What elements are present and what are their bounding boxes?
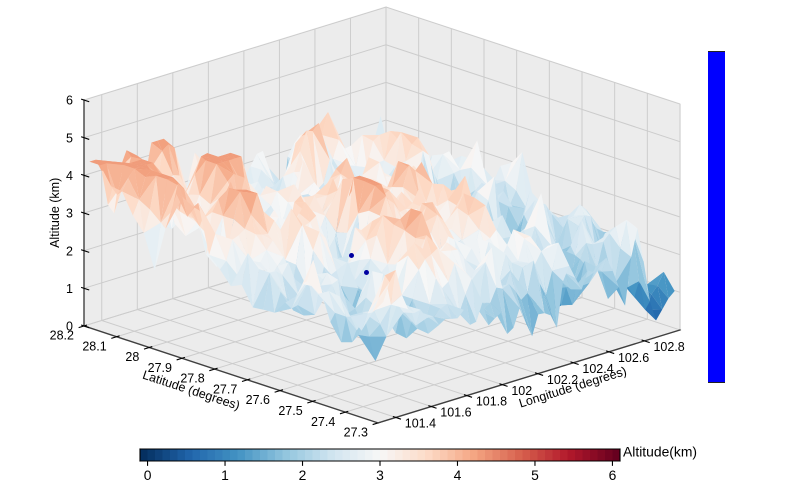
svg-text:0: 0 <box>66 320 73 334</box>
svg-text:4: 4 <box>66 169 73 183</box>
svg-text:6: 6 <box>66 94 73 108</box>
svg-text:27.9: 27.9 <box>148 361 172 375</box>
svg-text:102.6: 102.6 <box>618 351 649 365</box>
svg-text:27.6: 27.6 <box>246 393 270 407</box>
svg-text:Altitude (km): Altitude (km) <box>48 178 62 248</box>
svg-text:101.4: 101.4 <box>405 417 436 431</box>
svg-text:102.4: 102.4 <box>582 362 613 376</box>
svg-text:5: 5 <box>531 467 539 483</box>
svg-text:2: 2 <box>299 467 307 483</box>
svg-text:27.4: 27.4 <box>311 415 335 429</box>
svg-text:27.3: 27.3 <box>344 426 368 440</box>
svg-text:101.8: 101.8 <box>476 395 507 409</box>
svg-text:0: 0 <box>144 467 152 483</box>
svg-text:102.8: 102.8 <box>653 340 684 354</box>
svg-text:102.2: 102.2 <box>547 373 578 387</box>
svg-text:3: 3 <box>66 207 73 221</box>
svg-text:28: 28 <box>125 350 139 364</box>
svg-text:28.2: 28.2 <box>50 329 74 343</box>
svg-text:2: 2 <box>66 244 73 258</box>
svg-text:27.7: 27.7 <box>213 382 237 396</box>
svg-text:1: 1 <box>66 282 73 296</box>
svg-text:5: 5 <box>66 131 73 145</box>
svg-text:3: 3 <box>376 467 384 483</box>
svg-text:6: 6 <box>609 467 617 483</box>
svg-text:27.5: 27.5 <box>278 404 302 418</box>
svg-text:27.8: 27.8 <box>180 372 204 386</box>
svg-text:28.1: 28.1 <box>82 339 106 353</box>
svg-text:1: 1 <box>221 467 229 483</box>
svg-text:101.6: 101.6 <box>440 406 471 420</box>
svg-text:4: 4 <box>454 467 462 483</box>
svg-text:Altitude(km): Altitude(km) <box>623 444 697 460</box>
svg-text:102: 102 <box>511 384 532 398</box>
